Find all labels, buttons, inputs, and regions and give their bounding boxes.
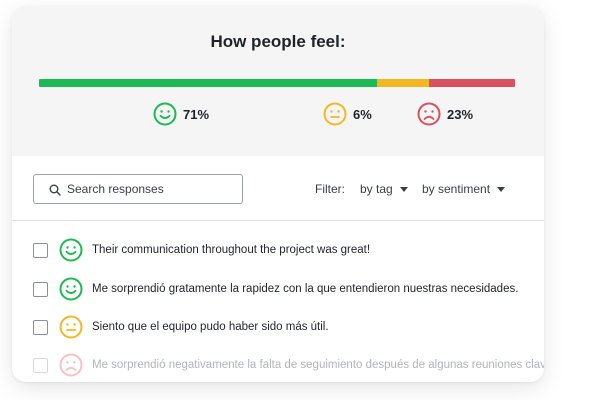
- positive-stat: 71%: [153, 102, 209, 126]
- sentiment-bar: [39, 79, 515, 87]
- response-text: Siento que el equipo pudo haber sido más…: [92, 321, 329, 333]
- neutral-percent: 6%: [353, 106, 372, 122]
- filter-by-tag-dropdown[interactable]: by tag: [360, 182, 408, 196]
- smiley-happy-icon: [59, 238, 83, 262]
- negative-percent: 23%: [447, 106, 474, 122]
- smiley-happy-icon: [153, 102, 177, 126]
- response-row: Me sorprendió negativamente la falta de …: [33, 352, 544, 378]
- chevron-down-icon: [497, 187, 506, 192]
- smiley-sad-icon: [59, 353, 83, 377]
- response-row: Me sorprendió gratamente la rapidez con …: [33, 276, 518, 302]
- filter-by-tag-label: by tag: [360, 182, 393, 196]
- filter-label: Filter:: [315, 182, 345, 196]
- smiley-neutral-icon: [59, 315, 83, 339]
- chevron-down-icon: [399, 187, 408, 192]
- filter-by-sentiment-label: by sentiment: [422, 182, 491, 196]
- search-input[interactable]: [67, 182, 237, 196]
- neutral-stat: 6%: [323, 102, 372, 126]
- page-title: How people feel:: [210, 32, 346, 51]
- sentiment-bar-neutral: [376, 79, 430, 87]
- filter-by-sentiment-dropdown[interactable]: by sentiment: [422, 182, 506, 196]
- sentiment-bar-positive: [39, 79, 377, 87]
- smiley-neutral-icon: [323, 102, 347, 126]
- sentiment-bar-negative: [429, 79, 515, 87]
- response-row: Siento que el equipo pudo haber sido más…: [33, 314, 329, 340]
- search-box[interactable]: [33, 174, 243, 204]
- positive-percent: 71%: [183, 106, 210, 122]
- response-checkbox[interactable]: [33, 242, 48, 258]
- response-row: Their communication throughout the proje…: [33, 237, 370, 263]
- feedback-card: How people feel: 71% 6% 23%: [12, 6, 544, 382]
- search-icon: [49, 183, 61, 196]
- response-text: Me sorprendió negativamente la falta de …: [92, 359, 544, 371]
- divider: [12, 220, 544, 221]
- response-checkbox[interactable]: [33, 319, 48, 335]
- response-text: Their communication throughout the proje…: [92, 244, 371, 256]
- negative-stat: 23%: [417, 102, 473, 126]
- smiley-sad-icon: [417, 102, 441, 126]
- response-checkbox[interactable]: [33, 357, 48, 373]
- smiley-happy-icon: [59, 277, 83, 301]
- sentiment-summary-panel: How people feel: 71% 6% 23%: [12, 6, 544, 156]
- response-checkbox[interactable]: [33, 281, 48, 297]
- response-text: Me sorprendió gratamente la rapidez con …: [92, 283, 519, 295]
